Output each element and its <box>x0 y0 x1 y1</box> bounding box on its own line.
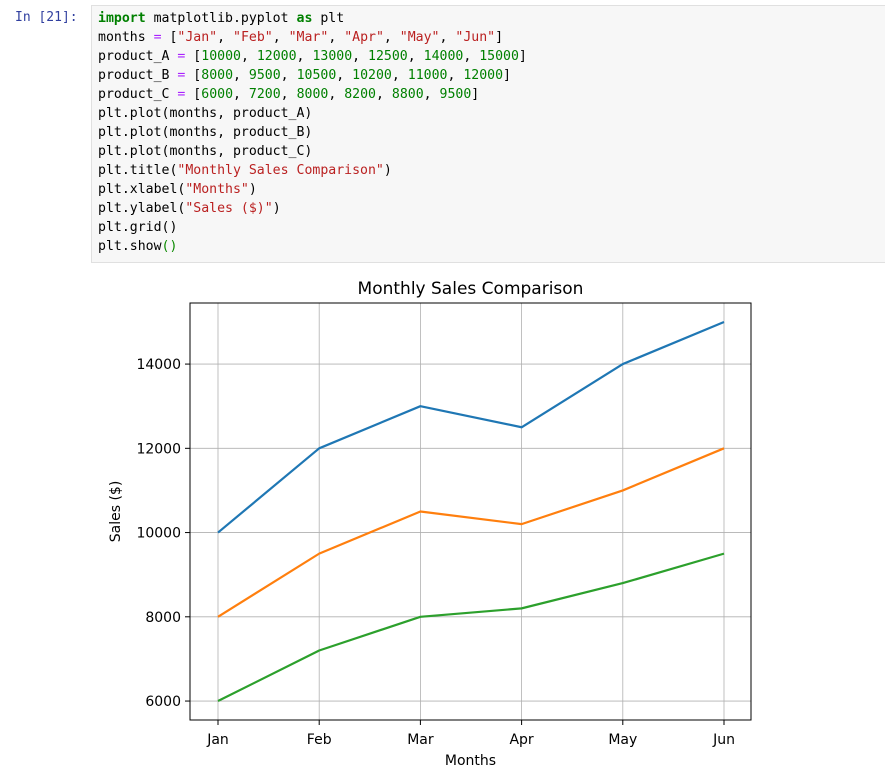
code-cell-input[interactable]: import matplotlib.pyplot as plt months =… <box>91 5 885 263</box>
x-axis-label: Months <box>445 753 496 769</box>
code-line-5: product_C = [6000, 7200, 8000, 8200, 880… <box>98 87 480 102</box>
code-line-4: product_B = [8000, 9500, 10500, 10200, 1… <box>98 68 511 83</box>
code-line-3: product_A = [10000, 12000, 13000, 12500,… <box>98 49 527 64</box>
chart-output: Jan Feb Mar Apr May Jun 6000 8000 10000 12000 1400… <box>92 270 885 777</box>
code-line-11: plt.ylabel("Sales ($)") <box>98 201 281 216</box>
code-block: import matplotlib.pyplot as plt months =… <box>98 9 527 256</box>
y-axis-label: Sales ($) <box>108 481 124 543</box>
code-line-2: months = ["Jan", "Feb", "Mar", "Apr", "M… <box>98 30 504 45</box>
x-tick-label: Mar <box>407 732 434 748</box>
series-line-3 <box>217 552 725 703</box>
code-line-12: plt.grid() <box>98 220 178 235</box>
y-tick-label: 12000 <box>136 441 181 457</box>
y-tick-label: 8000 <box>145 610 181 626</box>
code-line-6: plt.plot(months, product_A) <box>98 106 313 121</box>
y-tick-label: 14000 <box>136 357 181 373</box>
y-tick-label: 10000 <box>136 526 181 542</box>
x-tick-label: Jan <box>206 732 229 748</box>
code-line-10: plt.xlabel("Months") <box>98 182 257 197</box>
x-tick-label: Jun <box>712 732 735 748</box>
code-line-8: plt.plot(months, product_C) <box>98 144 313 159</box>
series-line-2 <box>217 447 725 618</box>
code-line-1: import matplotlib.pyplot as plt <box>98 11 345 26</box>
axes-frame <box>189 302 752 721</box>
chart-title: Monthly Sales Comparison <box>358 279 584 299</box>
series-line-1 <box>217 320 725 534</box>
cell-prompt: In [21]: <box>15 10 78 25</box>
code-line-13: plt.show() <box>98 239 178 254</box>
y-tick-label: 6000 <box>145 694 181 710</box>
code-line-9: plt.title("Monthly Sales Comparison") <box>98 163 392 178</box>
line-chart: Jan Feb Mar Apr May Jun 6000 8000 10000 12000 1400… <box>108 279 752 769</box>
code-line-7: plt.plot(months, product_B) <box>98 125 313 140</box>
x-tick-label: Apr <box>509 732 533 748</box>
x-tick-label: Feb <box>307 732 332 748</box>
x-tick-label: May <box>608 732 637 748</box>
